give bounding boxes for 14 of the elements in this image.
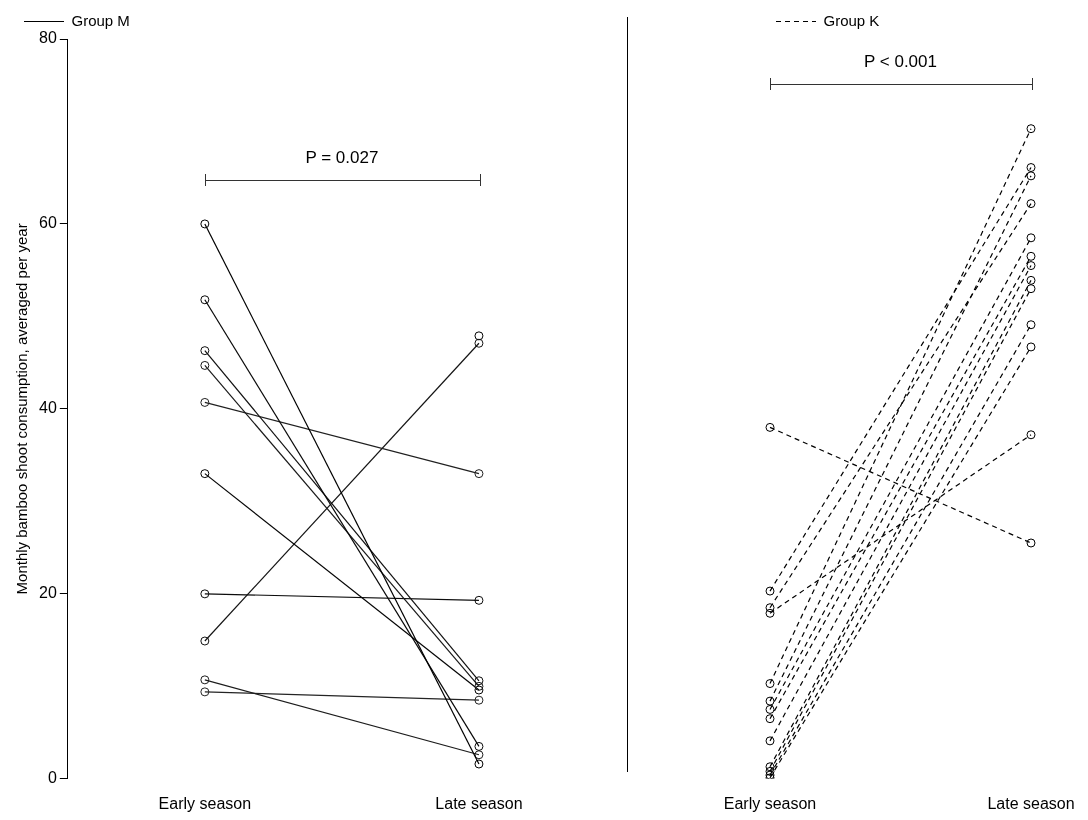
y-tick-label: 20 bbox=[39, 584, 57, 602]
x-tick-label: Late season bbox=[987, 794, 1075, 812]
y-tick-label: 60 bbox=[39, 214, 57, 232]
x-tick-label: Late season bbox=[435, 794, 523, 812]
legend-label: Group K bbox=[823, 11, 880, 29]
y-axis-title: Monthly bamboo shoot consumption, averaged per year bbox=[13, 223, 31, 595]
x-tick-label: Early season bbox=[158, 794, 252, 812]
legend-label: Group M bbox=[71, 11, 130, 29]
y-tick-label: 0 bbox=[47, 769, 57, 787]
x-tick-label: Early season bbox=[723, 794, 817, 812]
y-tick-label: 40 bbox=[39, 399, 57, 417]
annotation: P = 0.027 bbox=[305, 147, 379, 168]
y-tick-label: 80 bbox=[39, 29, 57, 47]
annotation: P < 0.001 bbox=[864, 52, 937, 73]
